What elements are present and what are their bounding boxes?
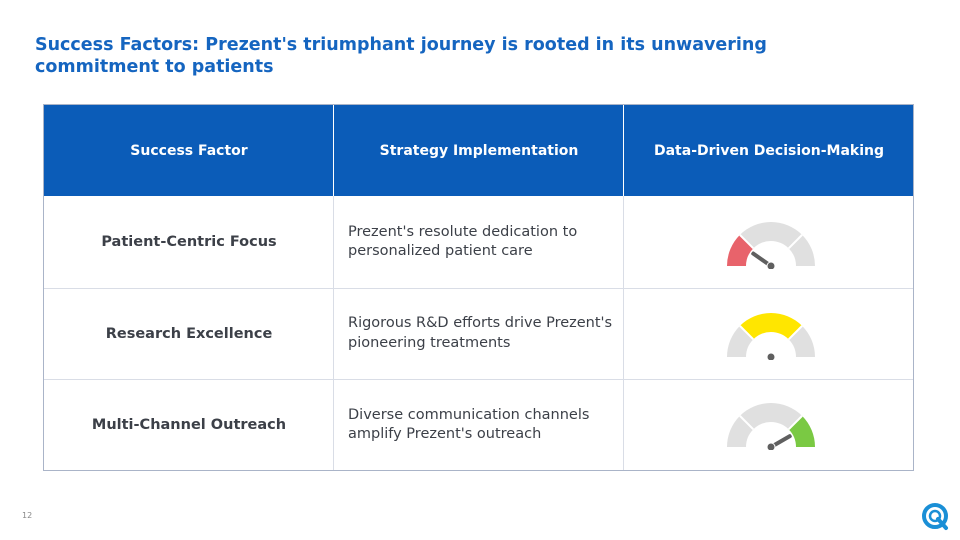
factor-cell: Multi-Channel Outreach bbox=[91, 417, 287, 433]
gauge-high-icon bbox=[727, 403, 815, 450]
row-divider bbox=[44, 288, 913, 289]
header-divider bbox=[333, 105, 334, 196]
success-factors-table: Success Factor Strategy Implementation D… bbox=[43, 104, 914, 471]
column-divider bbox=[333, 105, 334, 470]
column-divider bbox=[623, 105, 624, 470]
header-success-factor: Success Factor bbox=[130, 142, 248, 159]
slide-title: Success Factors: Prezent's triumphant jo… bbox=[35, 35, 767, 77]
strategy-cell: Rigorous R&D efforts drive Prezent's pio… bbox=[348, 315, 613, 351]
gauge-medium-icon bbox=[727, 313, 815, 360]
page-number: 12 bbox=[22, 511, 33, 520]
strategy-cell: Diverse communication channels amplify P… bbox=[348, 406, 590, 443]
header-divider bbox=[623, 105, 624, 196]
row-divider bbox=[44, 379, 913, 380]
strategy-cell: Prezent's resolute dedication to persona… bbox=[348, 223, 578, 260]
header-data-driven-decision-making: Data-Driven Decision-Making bbox=[653, 142, 885, 159]
factor-cell: Research Excellence bbox=[105, 325, 273, 342]
prezent-logo-icon bbox=[922, 503, 948, 530]
table-header: Success Factor Strategy Implementation D… bbox=[44, 105, 913, 196]
header-strategy-implementation: Strategy Implementation bbox=[379, 142, 579, 159]
gauge-low-icon bbox=[727, 222, 815, 269]
factor-cell: Patient-Centric Focus bbox=[101, 234, 277, 250]
